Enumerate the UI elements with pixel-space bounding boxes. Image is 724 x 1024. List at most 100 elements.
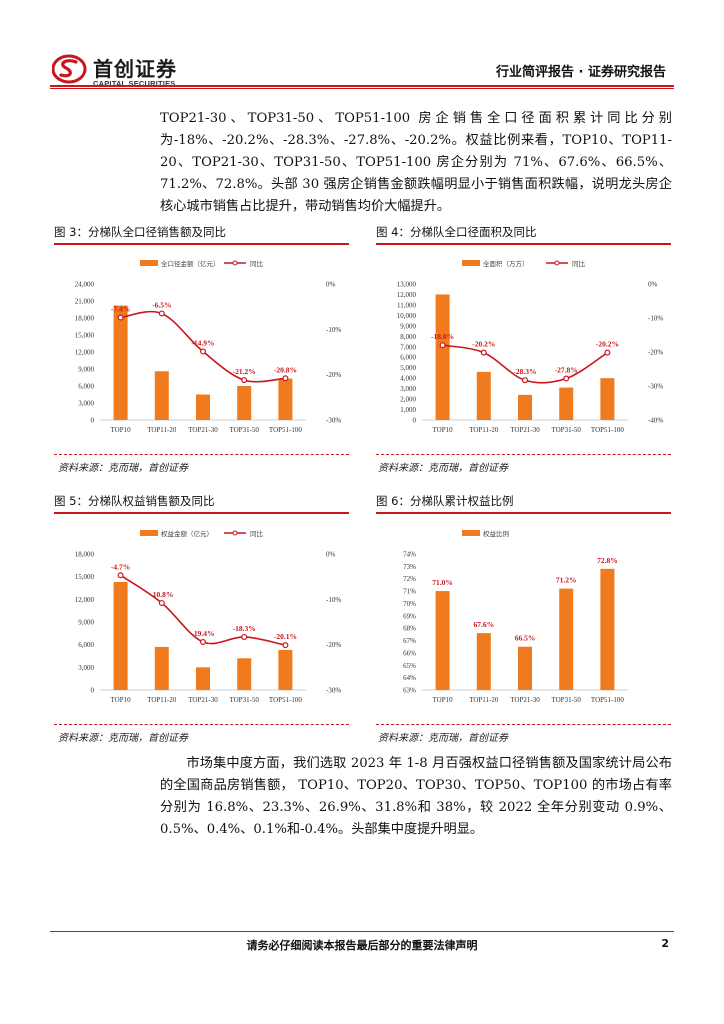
y-left-tick-label: 13,000: [397, 281, 417, 289]
data-label: -7.4%: [111, 305, 130, 314]
x-tick-label: TOP11-20: [147, 426, 177, 434]
legend-bar-label: 权益比例: [483, 529, 509, 538]
legend-line-label: 同比: [250, 529, 264, 538]
legend-bar-swatch: [462, 530, 480, 536]
y-left-tick-label: 10,000: [397, 312, 417, 320]
yoy-point: [241, 377, 248, 384]
y-right-tick-label: -30%: [326, 687, 341, 695]
yoy-point: [200, 638, 207, 645]
bar: [476, 633, 491, 690]
yoy-point: [117, 314, 124, 321]
y-right-tick-label: -10%: [326, 596, 341, 604]
logo-text: 首创证券: [93, 57, 177, 81]
y-right-tick-label: -10%: [648, 315, 663, 323]
y-left-tick-label: 6,000: [400, 354, 416, 362]
figure-4-rule: [376, 243, 671, 245]
yoy-point: [439, 342, 446, 349]
figure-6-chart: 权益比例 63% 64% 65% 66% 67% 68% 69% 70% 71% 72% 73% 74%…: [403, 529, 628, 704]
figure-5-bottom-rule: [54, 724, 349, 725]
bar: [154, 371, 169, 420]
y-right-tick-label: -30%: [648, 383, 663, 391]
body-paragraph-2: 市场集中度方面，我们选取 2023 年 1-8 月百强权益口径销售额及国家统计局…: [160, 756, 672, 837]
x-tick-label: TOP31-50: [551, 696, 581, 704]
y-left-tick-label: 2,000: [400, 396, 416, 404]
y-left-tick-label: 6,000: [78, 383, 94, 391]
y-right-tick-label: 0%: [648, 281, 658, 289]
figure-3-rule: [54, 243, 349, 245]
y-left-tick-label: 9,000: [78, 619, 94, 627]
bar: [517, 646, 533, 690]
x-tick-label: TOP11-20: [147, 696, 177, 704]
y-left-tick-label: 3,000: [78, 400, 94, 408]
bar: [154, 646, 169, 690]
y-left-tick-label: 12,000: [75, 596, 95, 604]
x-tick-label: TOP51-100: [591, 696, 624, 704]
bar: [600, 378, 615, 420]
data-label: -18.3%: [233, 624, 256, 633]
figure-5-chart: 权益金额（亿元） 同比 0 3,000 6,000 9,000 12,000 15,000 18…: [75, 529, 342, 704]
y-left-tick-label: 0: [91, 687, 95, 695]
bar: [278, 649, 293, 690]
figure-5-title: 图 5：分梯队权益销售额及同比: [54, 494, 215, 508]
legend-bar-label: 全面积（万方）: [483, 259, 529, 268]
legend-bar-swatch: [140, 530, 158, 536]
figure-6-rule: [376, 512, 671, 514]
y-left-tick-label: 3,000: [78, 664, 94, 672]
y-left-tick-label: 3,000: [400, 385, 416, 393]
figure-3-title: 图 3：分梯队全口径销售额及同比: [54, 225, 226, 239]
figure-3-chart: 全口径金额（亿元） 同比 0 3,000 6,000 9,000 12,000 15,000 1…: [75, 259, 342, 434]
bar: [237, 658, 252, 690]
x-tick-label: TOP11-20: [469, 426, 499, 434]
data-label: 72.8%: [597, 556, 618, 565]
x-tick-label: TOP21-30: [188, 426, 218, 434]
x-tick-label: TOP31-50: [229, 696, 259, 704]
legend-bar-swatch: [140, 260, 158, 266]
y-left-tick-label: 70%: [403, 600, 416, 608]
bar: [195, 667, 211, 690]
y-left-tick-label: 74%: [403, 551, 416, 559]
y-left-tick-label: 0: [91, 417, 95, 425]
x-tick-label: TOP51-100: [269, 696, 302, 704]
y-left-tick-label: 15,000: [75, 332, 95, 340]
x-tick-label: TOP21-30: [510, 426, 540, 434]
data-label: -28.3%: [513, 367, 536, 376]
bar: [278, 378, 293, 420]
legend-bar-swatch: [462, 260, 480, 266]
data-label: -20.2%: [472, 340, 495, 349]
figure-5-source: 资料来源：克而瑞，首创证券: [58, 733, 188, 744]
y-left-tick-label: 71%: [403, 588, 416, 596]
yoy-point: [604, 349, 611, 356]
yoy-point: [158, 310, 165, 317]
y-left-tick-label: 73%: [403, 563, 416, 571]
yoy-line: [442, 344, 608, 384]
y-right-tick-label: -20%: [326, 641, 341, 649]
y-right-tick-label: 0%: [326, 551, 336, 559]
yoy-point: [563, 375, 570, 382]
x-tick-label: TOP31-50: [551, 426, 581, 434]
figure-5-rule: [54, 512, 349, 514]
figure-6-bottom-rule: [376, 724, 671, 725]
y-left-tick-label: 12,000: [397, 291, 417, 299]
y-left-tick-label: 63%: [403, 687, 416, 695]
y-left-tick-label: 12,000: [75, 349, 95, 357]
y-left-tick-label: 5,000: [400, 364, 416, 372]
x-tick-label: TOP10: [433, 696, 454, 704]
bar: [559, 588, 574, 690]
bar: [476, 371, 491, 420]
yoy-point: [522, 377, 529, 384]
y-left-tick-label: 6,000: [78, 641, 94, 649]
x-tick-label: TOP10: [111, 696, 132, 704]
bar: [559, 387, 574, 420]
y-left-tick-label: 64%: [403, 674, 416, 682]
page-number: 2: [661, 937, 669, 950]
y-left-tick-label: 4,000: [400, 375, 416, 383]
x-tick-label: TOP10: [111, 426, 132, 434]
bar: [435, 591, 450, 690]
legend-line-marker: [232, 260, 238, 266]
y-left-tick-label: 65%: [403, 662, 416, 670]
y-right-tick-label: -20%: [648, 349, 663, 357]
bar: [195, 394, 211, 420]
y-left-tick-label: 11,000: [397, 301, 416, 309]
y-left-tick-label: 69%: [403, 612, 416, 620]
yoy-point: [200, 348, 207, 355]
